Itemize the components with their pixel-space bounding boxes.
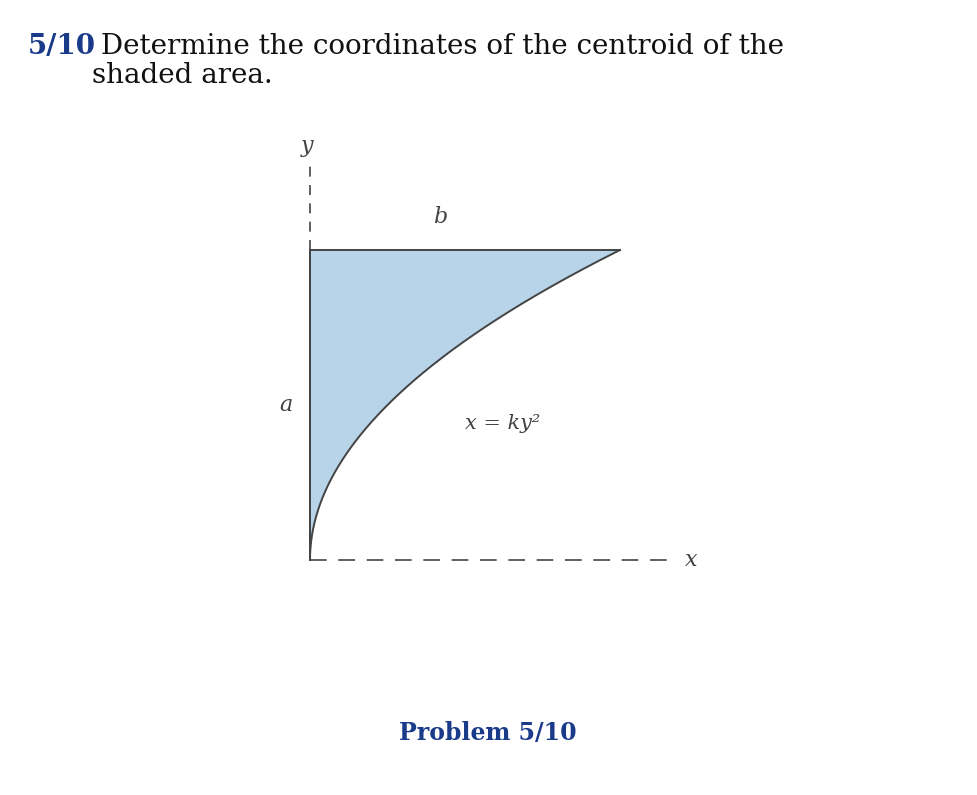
Text: shaded area.: shaded area.: [92, 62, 273, 89]
Text: 5/10: 5/10: [28, 33, 96, 60]
Text: y: y: [301, 135, 314, 157]
Text: b: b: [433, 206, 447, 228]
Text: a: a: [279, 394, 293, 416]
Polygon shape: [310, 250, 620, 560]
Text: x = ky²: x = ky²: [465, 414, 540, 433]
Text: Problem 5/10: Problem 5/10: [400, 721, 576, 745]
Text: Determine the coordinates of the centroid of the: Determine the coordinates of the centroi…: [92, 33, 784, 60]
Text: x: x: [685, 549, 698, 571]
